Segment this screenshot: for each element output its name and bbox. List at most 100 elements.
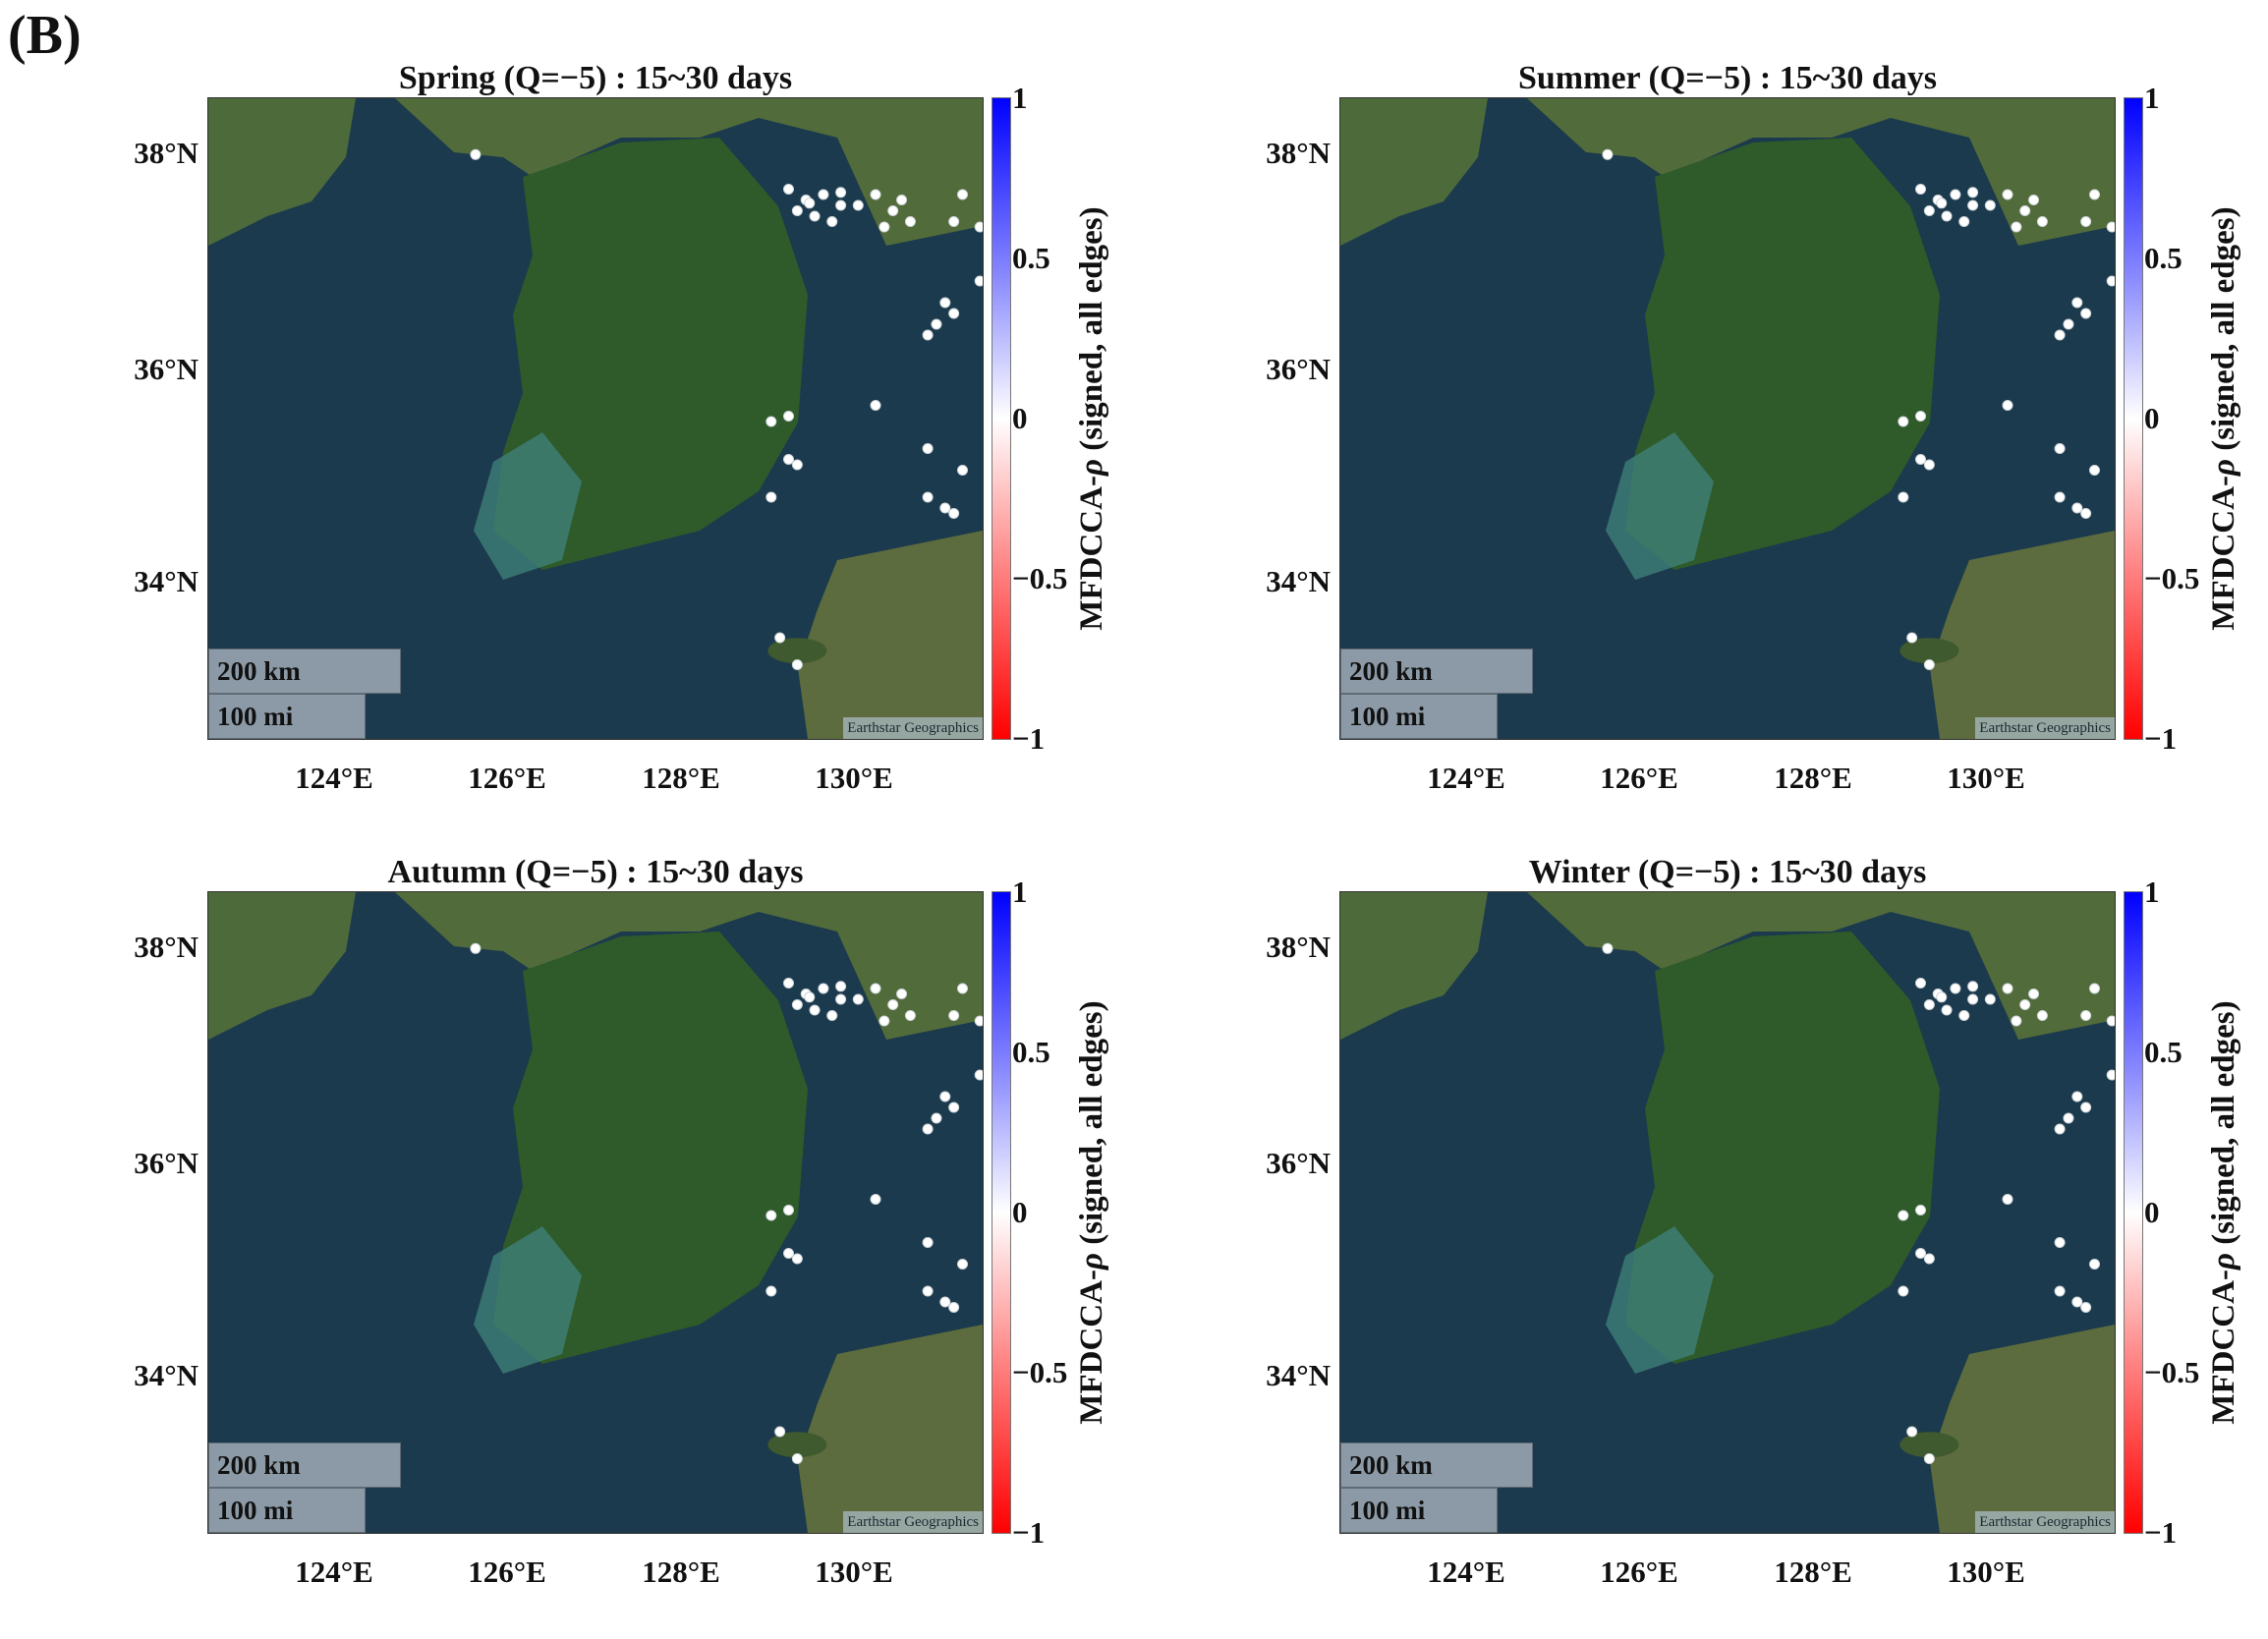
- scale-bar-km: 200 km: [1340, 649, 1533, 694]
- panel-title: Spring (Q=−5) : 15~30 days: [398, 60, 793, 96]
- map-panel-winter: Winter (Q=−5) : 15~30 days 200 km 100 mi…: [1132, 853, 2262, 1639]
- lon-tick-124: 124°E: [295, 1554, 373, 1589]
- station-marker: [2028, 195, 2040, 205]
- station-marker: [783, 1205, 794, 1215]
- station-marker: [2080, 508, 2092, 519]
- north-land: [395, 892, 983, 1040]
- station-marker: [1915, 1205, 1926, 1215]
- station-marker: [2002, 189, 2013, 200]
- station-marker: [922, 443, 934, 454]
- japan-land: [798, 1325, 983, 1533]
- station-marker: [1923, 1453, 1935, 1464]
- colorbar: [2125, 892, 2142, 1533]
- station-marker: [896, 989, 908, 999]
- station-marker: [870, 983, 881, 994]
- station-marker: [887, 999, 899, 1010]
- station-marker: [1915, 978, 1926, 989]
- station-marker: [1915, 184, 1926, 195]
- station-marker: [1602, 148, 1614, 160]
- station-marker: [1915, 454, 1926, 465]
- satellite-map[interactable]: 200 km 100 mi Earthstar Geographics: [208, 892, 983, 1533]
- station-marker: [783, 1248, 794, 1259]
- figure-label: (B): [8, 5, 82, 66]
- station-marker: [2080, 308, 2092, 319]
- colorbar-tick-minus-1: −1: [1012, 1515, 1046, 1550]
- station-marker: [809, 210, 821, 222]
- south-korea-land: [493, 932, 808, 1364]
- south-korea-land: [1625, 138, 1940, 570]
- station-marker: [783, 411, 794, 422]
- jeju-island: [1899, 1432, 1959, 1458]
- station-marker: [2106, 221, 2115, 233]
- station-marker: [2011, 1015, 2022, 1027]
- south-korea-land: [493, 138, 808, 570]
- station-marker: [1898, 416, 1909, 427]
- station-marker: [948, 216, 960, 227]
- lon-tick-124: 124°E: [1427, 1554, 1505, 1589]
- station-marker: [922, 1123, 934, 1135]
- station-marker: [804, 198, 816, 209]
- lat-tick-36: 36°N: [134, 1146, 198, 1180]
- station-marker: [2071, 1296, 2083, 1308]
- station-marker: [879, 221, 890, 233]
- satellite-map[interactable]: 200 km 100 mi Earthstar Geographics: [1340, 98, 2115, 739]
- colorbar-tick-0.5: 0.5: [2144, 241, 2183, 275]
- station-marker: [948, 508, 960, 519]
- station-marker: [835, 993, 847, 1005]
- station-marker: [2080, 1302, 2092, 1313]
- station-marker: [1958, 1010, 1970, 1021]
- station-marker: [2019, 205, 2031, 216]
- lon-tick-126: 126°E: [1600, 1554, 1678, 1589]
- lat-tick-38: 38°N: [1266, 136, 1331, 170]
- station-marker: [783, 454, 794, 465]
- station-marker: [2054, 329, 2066, 341]
- station-marker: [904, 1010, 916, 1021]
- japan-land: [1930, 1325, 2115, 1533]
- station-marker: [2011, 221, 2022, 233]
- satellite-map[interactable]: 200 km 100 mi Earthstar Geographics: [1340, 892, 2115, 1533]
- satellite-map[interactable]: 200 km 100 mi Earthstar Geographics: [208, 98, 983, 739]
- station-marker: [974, 275, 983, 287]
- colorbar-tick-minus-1: −1: [1012, 721, 1046, 756]
- station-marker: [818, 983, 829, 994]
- station-marker: [904, 216, 916, 227]
- station-marker: [470, 942, 482, 954]
- basemap: [1340, 98, 2115, 739]
- station-marker: [2019, 999, 2031, 1010]
- station-marker: [1915, 1248, 1926, 1259]
- station-marker: [939, 1296, 951, 1308]
- station-marker: [870, 400, 881, 411]
- station-marker: [1950, 189, 1961, 200]
- station-marker: [818, 189, 829, 200]
- station-marker: [922, 329, 934, 341]
- panel-title: Winter (Q=−5) : 15~30 days: [1528, 854, 1927, 890]
- scale-bar-mi: 100 mi: [208, 1488, 366, 1533]
- basemap: [1340, 892, 2115, 1533]
- station-marker: [765, 491, 777, 503]
- china-coast: [1340, 892, 1488, 1040]
- colorbar-tick-1: 1: [1012, 81, 1028, 115]
- lon-tick-130: 130°E: [1947, 761, 2025, 795]
- station-marker: [852, 199, 864, 211]
- station-marker: [765, 1285, 777, 1297]
- shallow-water: [474, 1226, 582, 1374]
- station-marker: [1967, 993, 1979, 1005]
- station-marker: [774, 1426, 786, 1438]
- lon-tick-126: 126°E: [468, 1554, 546, 1589]
- colorbar-tick-0: 0: [1012, 1195, 1028, 1229]
- station-marker: [922, 491, 934, 503]
- station-marker: [2106, 1069, 2115, 1081]
- map-attribution: Earthstar Geographics: [843, 717, 983, 739]
- station-marker: [1967, 187, 1979, 198]
- lon-tick-128: 128°E: [642, 1554, 720, 1589]
- lat-tick-34: 34°N: [1266, 1358, 1331, 1392]
- station-marker: [1967, 981, 1979, 992]
- colorbar-tick-0.5: 0.5: [1012, 241, 1050, 275]
- station-marker: [2089, 983, 2100, 994]
- station-marker: [791, 1453, 803, 1464]
- station-marker: [948, 1010, 960, 1021]
- station-marker: [1936, 198, 1948, 209]
- station-marker: [948, 308, 960, 319]
- station-marker: [804, 991, 816, 1003]
- station-marker: [2054, 1285, 2066, 1297]
